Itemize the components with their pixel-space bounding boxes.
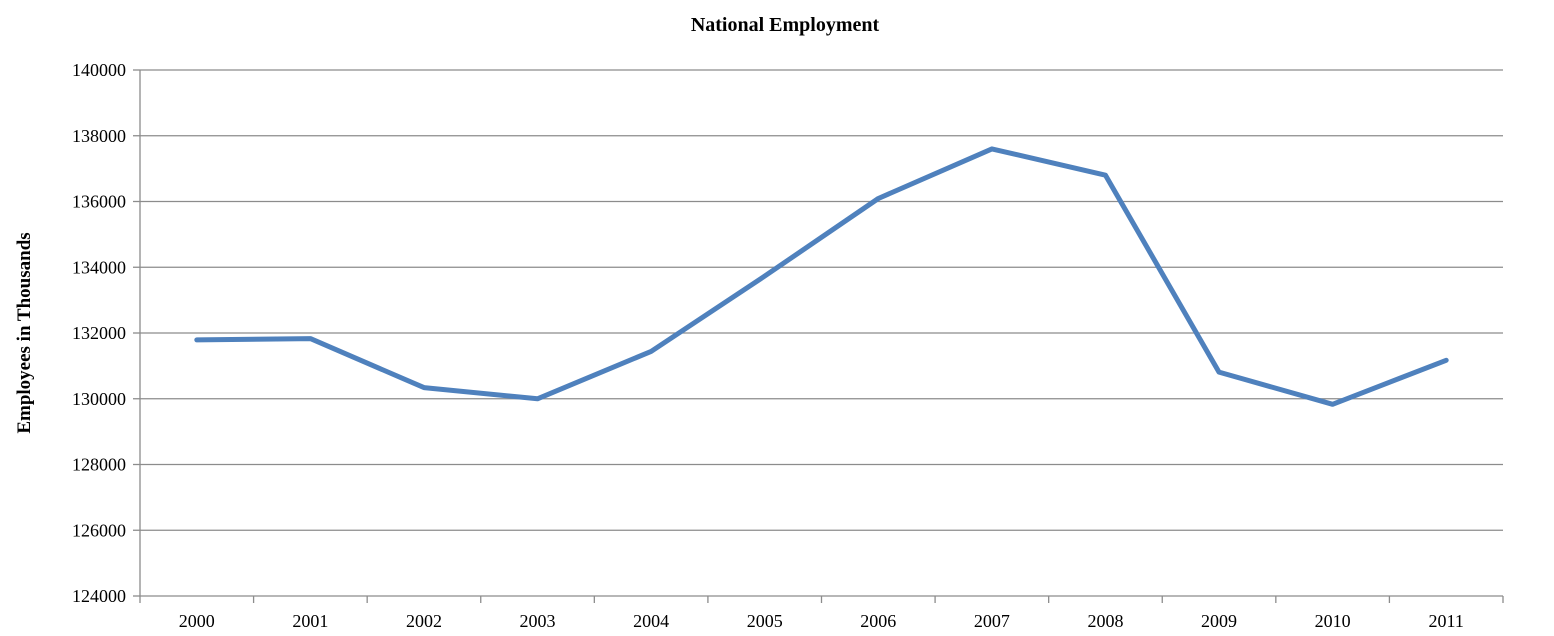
x-tick-label: 2000	[179, 611, 215, 631]
x-tick-label: 2006	[860, 611, 896, 631]
y-tick-label: 124000	[72, 586, 126, 606]
axes	[133, 69, 1504, 603]
chart-title: National Employment	[691, 14, 880, 36]
x-tick-label: 2002	[406, 611, 442, 631]
series-line	[194, 146, 1449, 407]
tick-labels: 124000 126000 128000 130000 132000 134000 1360…	[72, 60, 1464, 631]
x-tick-label: 2001	[292, 611, 328, 631]
x-tick-label: 2007	[974, 611, 1010, 631]
x-tick-label: 2010	[1315, 611, 1351, 631]
x-tick-label: 2009	[1201, 611, 1237, 631]
y-tick-label: 132000	[72, 323, 126, 343]
x-tick-label: 2011	[1429, 611, 1464, 631]
x-tick-label: 2005	[747, 611, 783, 631]
x-tick-label: 2008	[1087, 611, 1123, 631]
y-tick-label: 140000	[72, 60, 126, 80]
y-tick-label: 128000	[72, 455, 126, 475]
x-tick-label: 2004	[633, 611, 669, 631]
y-tick-label: 138000	[72, 126, 126, 146]
y-tick-label: 130000	[72, 389, 126, 409]
gridlines	[140, 69, 1503, 531]
x-tick-label: 2003	[520, 611, 556, 631]
y-tick-label: 126000	[72, 520, 126, 540]
y-axis-label: Employees in Thousands	[14, 232, 35, 433]
y-tick-label: 136000	[72, 192, 126, 212]
y-tick-label: 134000	[72, 257, 126, 277]
series-layer	[194, 146, 1449, 407]
